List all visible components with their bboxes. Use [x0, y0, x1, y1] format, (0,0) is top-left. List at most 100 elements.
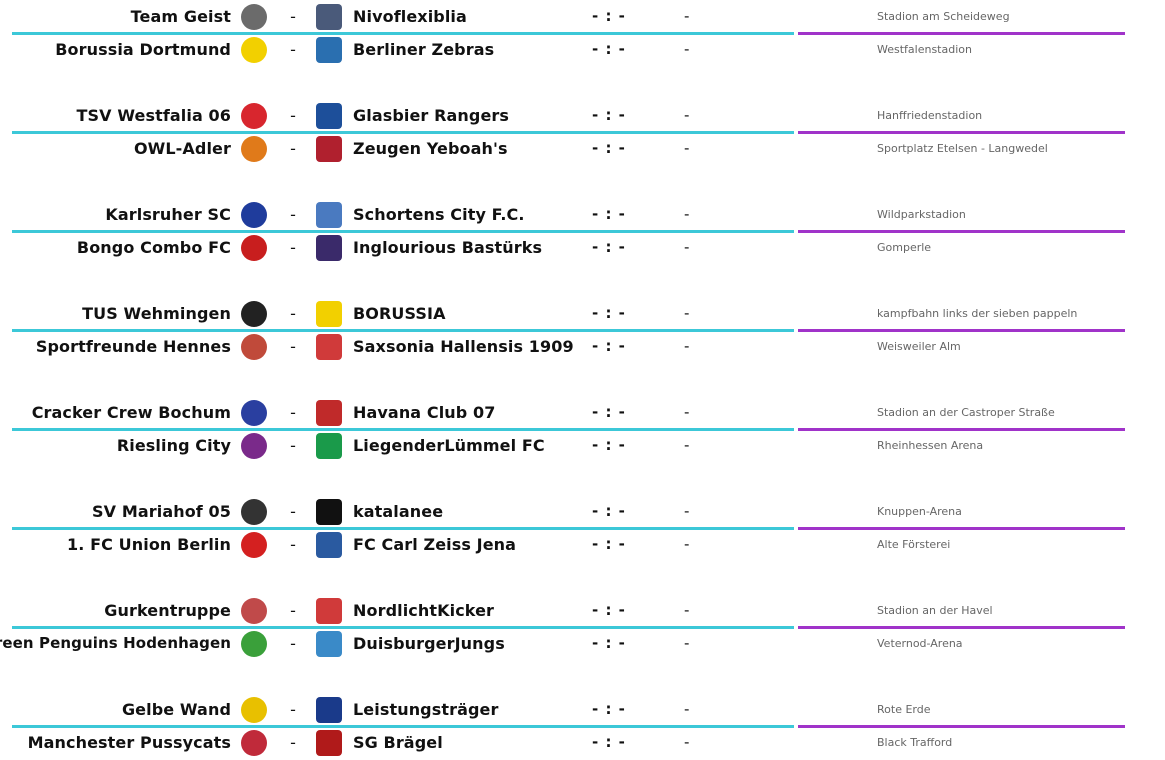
away-team-name: Nivoflexiblia [353, 7, 467, 26]
result-placeholder: - [684, 436, 690, 454]
home-team-name: Green Penguins Hodenhagen [0, 634, 231, 652]
home-team-name: Gurkentruppe [104, 601, 231, 620]
score-placeholder: - : - [592, 436, 626, 454]
match-row: Sportfreunde Hennes - Saxsonia Hallensis 1… [0, 330, 1165, 363]
versus-separator: - [290, 106, 296, 125]
away-team-name: Zeugen Yeboah's [353, 139, 508, 158]
venue-label: Sportplatz Etelsen - Langwedel [877, 142, 1048, 155]
versus-separator: - [290, 634, 296, 653]
versus-separator: - [290, 337, 296, 356]
venue-label: Westfalenstadion [877, 43, 972, 56]
glasbier-rangers-logo [316, 103, 342, 129]
team-geist-logo [241, 4, 267, 30]
away-team-name: katalanee [353, 502, 444, 521]
liegender-luemmel-logo [316, 433, 342, 459]
result-placeholder: - [684, 238, 690, 256]
away-team-name: SG Brägel [353, 733, 443, 752]
away-team-name: DuisburgerJungs [353, 634, 505, 653]
match-row: Cracker Crew Bochum - Havana Club 07 - : - -… [0, 396, 1165, 429]
result-placeholder: - [684, 40, 690, 58]
score-placeholder: - : - [592, 634, 626, 652]
venue-label: Stadion am Scheideweg [877, 10, 1010, 23]
match-row: Borussia Dortmund - Berliner Zebras - : - - W… [0, 33, 1165, 66]
home-team-name: Bongo Combo FC [76, 238, 231, 257]
match-row: TSV Westfalia 06 - Glasbier Rangers - : - - H… [0, 99, 1165, 132]
versus-separator: - [290, 535, 296, 554]
score-placeholder: - : - [592, 535, 626, 553]
venue-label: Weisweiler Alm [877, 340, 961, 353]
match-row: 1. FC Union Berlin - FC Carl Zeiss Jena - :… [0, 528, 1165, 561]
home-team-name: Cracker Crew Bochum [31, 403, 231, 422]
havana-club-logo [316, 400, 342, 426]
match-divider-left [12, 230, 794, 233]
match-divider-left [12, 527, 794, 530]
home-team-name: 1. FC Union Berlin [67, 535, 231, 554]
venue-label: Alte Försterei [877, 538, 951, 551]
match-row: Green Penguins Hodenhagen - DuisburgerJung… [0, 627, 1165, 660]
match-divider-right [798, 725, 1125, 728]
versus-separator: - [290, 700, 296, 719]
zeugen-yeboahs-logo [316, 136, 342, 162]
result-placeholder: - [684, 337, 690, 355]
match-row: Gurkentruppe - NordlichtKicker - : - - Stadio… [0, 594, 1165, 627]
match-divider-left [12, 626, 794, 629]
score-placeholder: - : - [592, 304, 626, 322]
match-divider-right [798, 626, 1125, 629]
away-team-name: Berliner Zebras [353, 40, 495, 59]
match-row: Team Geist - Nivoflexiblia - : - - Stadion am… [0, 0, 1165, 33]
result-placeholder: - [684, 403, 690, 421]
match-row: TUS Wehmingen - BORUSSIA - : - - kampfbahn li… [0, 297, 1165, 330]
result-placeholder: - [684, 700, 690, 718]
bongo-combo-logo [241, 235, 267, 261]
home-team-name: TSV Westfalia 06 [76, 106, 231, 125]
cracker-crew-logo [241, 400, 267, 426]
home-team-name: Gelbe Wand [121, 700, 231, 719]
bvb-logo [241, 37, 267, 63]
result-placeholder: - [684, 733, 690, 751]
green-penguin-logo [241, 631, 267, 657]
saxsonia-hallensis-logo [316, 334, 342, 360]
versus-separator: - [290, 40, 296, 59]
venue-label: Rheinhessen Arena [877, 439, 984, 452]
match-row: SV Mariahof 05 - katalanee - : - - Knuppen-Ar… [0, 495, 1165, 528]
home-team-name: Team Geist [130, 7, 231, 26]
result-placeholder: - [684, 7, 690, 25]
away-team-name: Saxsonia Hallensis 1909 [353, 337, 574, 356]
venue-label: Rote Erde [877, 703, 931, 716]
score-placeholder: - : - [592, 601, 626, 619]
match-divider-right [798, 527, 1125, 530]
score-placeholder: - : - [592, 7, 626, 25]
result-placeholder: - [684, 634, 690, 652]
versus-separator: - [290, 733, 296, 752]
result-placeholder: - [684, 535, 690, 553]
score-placeholder: - : - [592, 205, 626, 223]
home-team-name: TUS Wehmingen [82, 304, 231, 323]
katalanee-logo [316, 499, 342, 525]
versus-separator: - [290, 502, 296, 521]
home-team-name: OWL-Adler [133, 139, 231, 158]
result-placeholder: - [684, 601, 690, 619]
match-row: Riesling City - LiegenderLümmel FC - : - - Rh… [0, 429, 1165, 462]
home-team-name: Karlsruher SC [105, 205, 231, 224]
versus-separator: - [290, 436, 296, 455]
berliner-zebras-logo [316, 37, 342, 63]
away-team-name: BORUSSIA [353, 304, 446, 323]
result-placeholder: - [684, 205, 690, 223]
leistungstraeger-logo [316, 697, 342, 723]
manchester-pussycats-logo [241, 730, 267, 756]
versus-separator: - [290, 601, 296, 620]
sg-braegel-logo [316, 730, 342, 756]
versus-separator: - [290, 139, 296, 158]
versus-separator: - [290, 238, 296, 257]
match-row: Karlsruher SC - Schortens City F.C. - : - - W… [0, 198, 1165, 231]
match-divider-right [798, 131, 1125, 134]
inglourious-basturks-logo [316, 235, 342, 261]
gelbe-wand-logo [241, 697, 267, 723]
away-team-name: Inglourious Bastürks [353, 238, 543, 257]
venue-label: Black Trafford [877, 736, 953, 749]
match-row: Manchester Pussycats - SG Brägel - : - - Blac… [0, 726, 1165, 759]
match-divider-right [798, 32, 1125, 35]
versus-separator: - [290, 304, 296, 323]
home-team-name: Manchester Pussycats [27, 733, 231, 752]
